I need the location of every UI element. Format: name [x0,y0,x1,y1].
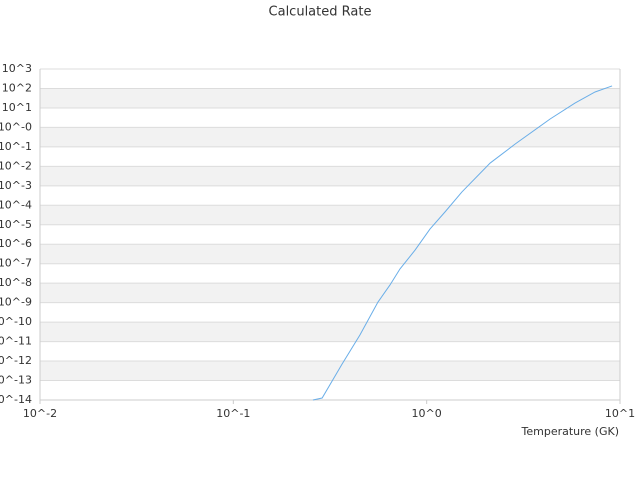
grid-band [40,88,620,108]
y-tick-label: 10^-0 [0,120,32,133]
y-tick-label: 10^-11 [0,335,32,348]
y-tick-label: 10^-8 [0,276,32,289]
x-tick-label: 10^1 [605,407,635,420]
y-tick-label: 10^-6 [0,237,32,250]
grid-band [40,244,620,264]
grid-band [40,361,620,381]
x-tick-label: 10^0 [412,407,442,420]
grid-band [40,166,620,186]
y-tick-label: 10^-13 [0,374,32,387]
x-tick-label: 10^-2 [23,407,57,420]
y-tick-label: 10^-9 [0,296,32,309]
grid-band [40,283,620,303]
y-tick-label: 10^-1 [0,140,32,153]
y-tick-label: 10^-3 [0,179,32,192]
grid-band [40,127,620,147]
y-tick-label: 10^3 [2,62,32,75]
y-tick-label: 10^-12 [0,354,32,367]
y-tick-label: 10^1 [2,101,32,114]
grid-band [40,205,620,225]
chart-title: Calculated Rate [269,5,372,20]
y-tick-label: 10^2 [2,81,32,94]
y-tick-label: 10^-4 [0,198,32,211]
x-axis-label: Temperature (GK) [521,425,620,438]
y-tick-label: 10^-10 [0,315,32,328]
x-tick-label: 10^-1 [216,407,250,420]
y-tick-label: 10^-14 [0,393,32,406]
y-tick-label: 10^-5 [0,218,32,231]
y-tick-label: 10^-7 [0,257,32,270]
grid-band [40,322,620,342]
data-line [312,85,613,401]
y-tick-label: 10^-2 [0,159,32,172]
